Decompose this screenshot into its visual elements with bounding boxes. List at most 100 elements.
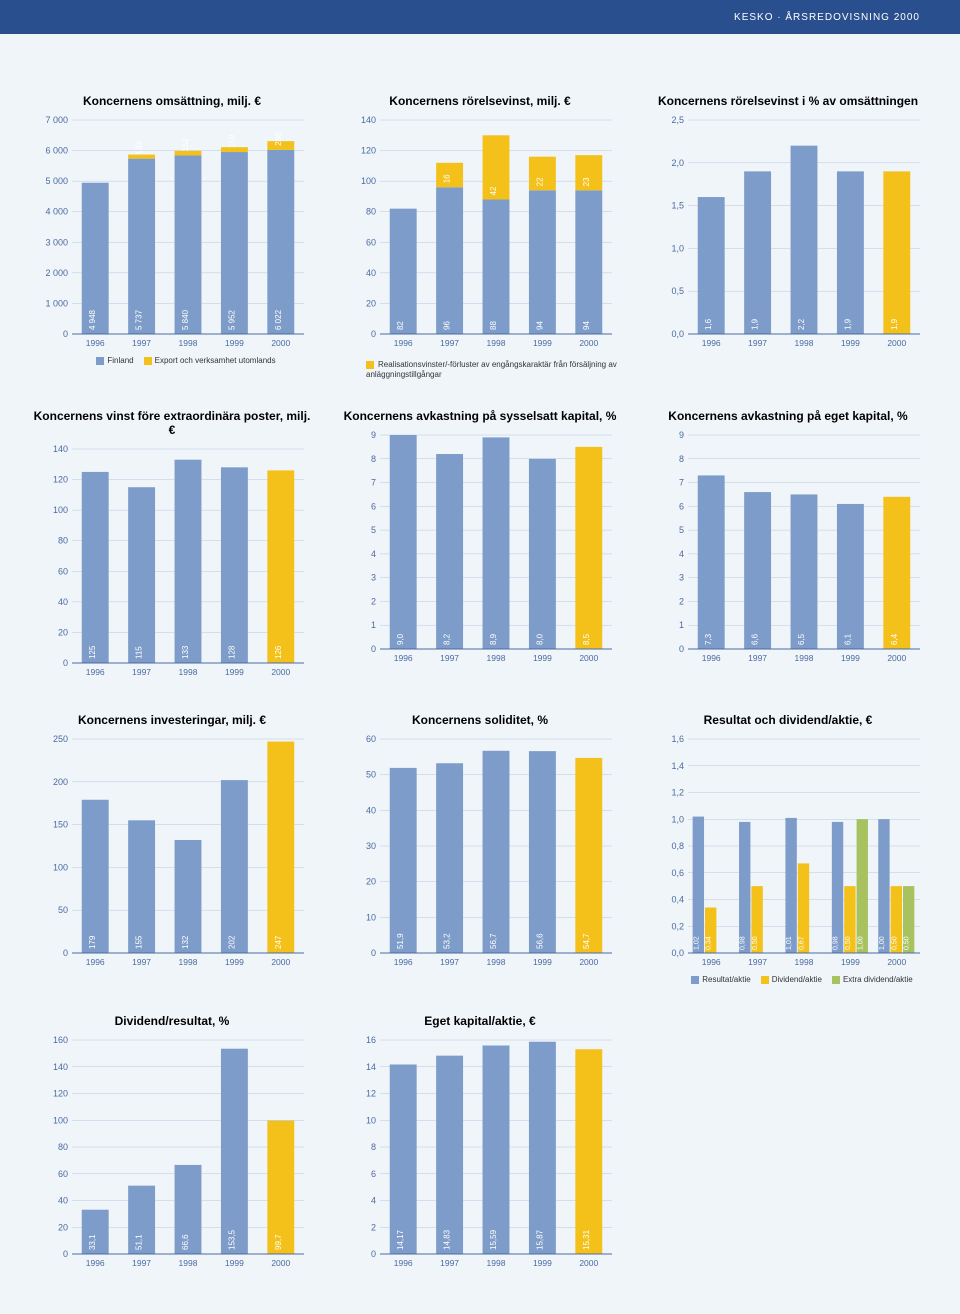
svg-text:1996: 1996 (394, 957, 413, 967)
svg-text:1997: 1997 (748, 653, 767, 663)
svg-text:4: 4 (371, 1196, 376, 1206)
svg-text:125: 125 (88, 645, 97, 659)
svg-text:0,50: 0,50 (891, 936, 898, 950)
svg-text:1998: 1998 (179, 667, 198, 677)
svg-text:0: 0 (63, 329, 68, 339)
svg-text:23: 23 (582, 177, 591, 186)
svg-text:1,02: 1,02 (693, 936, 700, 950)
legend-item: Resultat/aktie (691, 975, 750, 984)
svg-text:150: 150 (53, 820, 68, 830)
svg-text:4 000: 4 000 (45, 207, 68, 217)
svg-text:0,50: 0,50 (752, 936, 759, 950)
svg-text:0,0: 0,0 (671, 948, 684, 958)
svg-text:2000: 2000 (887, 653, 906, 663)
svg-text:1999: 1999 (225, 667, 244, 677)
svg-text:133: 133 (181, 645, 190, 659)
svg-text:128: 128 (227, 645, 236, 659)
svg-text:7,3: 7,3 (704, 634, 713, 646)
svg-text:9: 9 (679, 430, 684, 440)
svg-text:51,1: 51,1 (135, 1234, 144, 1250)
svg-text:1999: 1999 (841, 957, 860, 967)
svg-text:1996: 1996 (702, 338, 721, 348)
legend-item: Finland (96, 356, 133, 365)
svg-text:8,5: 8,5 (582, 634, 591, 646)
svg-text:3: 3 (679, 573, 684, 583)
svg-text:1996: 1996 (394, 338, 413, 348)
svg-text:1999: 1999 (225, 338, 244, 348)
svg-text:2,5: 2,5 (671, 115, 684, 125)
svg-text:1998: 1998 (795, 653, 814, 663)
svg-text:152: 152 (181, 138, 190, 152)
svg-text:20: 20 (366, 877, 376, 887)
header-text: KESKO · ÅRSREDOVISNING 2000 (734, 12, 920, 23)
svg-text:1,01: 1,01 (786, 936, 793, 950)
svg-text:200: 200 (53, 777, 68, 787)
svg-text:1,9: 1,9 (751, 318, 760, 330)
svg-text:56,6: 56,6 (535, 933, 544, 949)
svg-text:50: 50 (58, 905, 68, 915)
svg-text:16: 16 (366, 1035, 376, 1045)
svg-text:1,5: 1,5 (671, 201, 684, 211)
svg-text:100: 100 (53, 1115, 68, 1125)
svg-text:179: 179 (88, 935, 97, 949)
svg-text:2000: 2000 (271, 1258, 290, 1268)
svg-text:0,50: 0,50 (845, 936, 852, 950)
svg-text:2,0: 2,0 (671, 158, 684, 168)
svg-text:22: 22 (535, 177, 544, 186)
svg-text:0: 0 (63, 948, 68, 958)
svg-text:80: 80 (58, 1142, 68, 1152)
chart-ch10: Dividend/resultat, %02040608010012014016… (30, 1014, 314, 1274)
svg-text:1998: 1998 (487, 957, 506, 967)
chart-title: Koncernens vinst före extraordinära post… (30, 409, 314, 437)
svg-text:1997: 1997 (440, 338, 459, 348)
svg-text:1997: 1997 (440, 957, 459, 967)
svg-text:115: 115 (135, 646, 144, 659)
svg-text:0: 0 (371, 1249, 376, 1259)
svg-text:1998: 1998 (179, 957, 198, 967)
chart-ch3: Koncernens rörelsevinst i % av omsättnin… (646, 94, 930, 379)
svg-text:0,4: 0,4 (671, 895, 684, 905)
svg-text:7 000: 7 000 (45, 115, 68, 125)
svg-text:14,17: 14,17 (396, 1230, 405, 1251)
svg-text:160: 160 (53, 1035, 68, 1045)
svg-text:1 000: 1 000 (45, 298, 68, 308)
legend-item: Extra dividend/aktie (832, 975, 913, 984)
chart-title: Koncernens avkastning på eget kapital, % (668, 409, 907, 423)
svg-text:140: 140 (361, 115, 376, 125)
chart-title: Koncernens soliditet, % (412, 713, 548, 727)
svg-text:1996: 1996 (86, 667, 105, 677)
svg-text:5: 5 (679, 525, 684, 535)
svg-text:15,87: 15,87 (535, 1230, 544, 1251)
chart-ch5: Koncernens avkastning på sysselsatt kapi… (338, 409, 622, 683)
svg-text:100: 100 (53, 863, 68, 873)
svg-text:0,50: 0,50 (904, 936, 911, 950)
legend-item: Export och verksamhet utomlands (144, 356, 276, 365)
svg-text:80: 80 (58, 536, 68, 546)
svg-text:3 000: 3 000 (45, 237, 68, 247)
svg-text:159: 159 (227, 134, 236, 148)
legend-item: Dividend/aktie (761, 975, 822, 984)
chart-title: Resultat och dividend/aktie, € (704, 713, 873, 727)
svg-text:33,1: 33,1 (88, 1234, 97, 1250)
svg-text:120: 120 (361, 146, 376, 156)
svg-text:100: 100 (53, 505, 68, 515)
chart-ch2: Koncernens rörelsevinst, milj. €02040608… (338, 94, 622, 379)
svg-text:2000: 2000 (887, 338, 906, 348)
svg-text:4: 4 (679, 549, 684, 559)
svg-text:60: 60 (366, 734, 376, 744)
svg-text:2: 2 (371, 1222, 376, 1232)
svg-text:0,98: 0,98 (740, 936, 747, 950)
svg-text:1998: 1998 (487, 653, 506, 663)
svg-text:1998: 1998 (179, 1258, 198, 1268)
svg-text:1,6: 1,6 (671, 734, 684, 744)
svg-text:0,67: 0,67 (799, 936, 806, 950)
page-header: KESKO · ÅRSREDOVISNING 2000 (0, 0, 960, 34)
svg-text:1,2: 1,2 (671, 788, 684, 798)
svg-text:0: 0 (679, 644, 684, 654)
svg-text:1999: 1999 (841, 338, 860, 348)
svg-text:8,9: 8,9 (489, 634, 498, 646)
svg-text:1998: 1998 (179, 338, 198, 348)
svg-text:5: 5 (371, 525, 376, 535)
svg-text:1996: 1996 (702, 957, 721, 967)
svg-text:100: 100 (361, 176, 376, 186)
